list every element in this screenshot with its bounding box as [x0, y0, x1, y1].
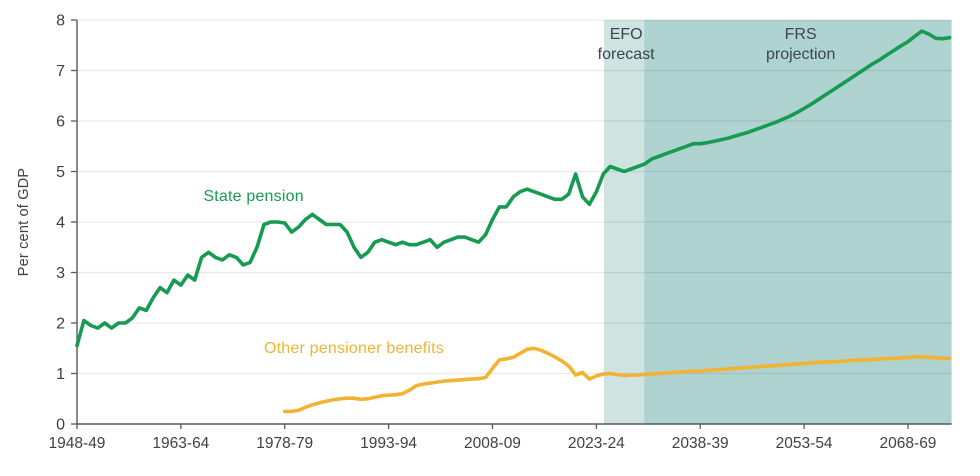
series-label-other-pensioner-benefits: Other pensioner benefits — [263, 339, 445, 357]
y-tick-label: 2 — [56, 316, 65, 333]
x-tick-label: 2068-69 — [880, 435, 937, 452]
series-label-state-pension: State pension — [203, 187, 304, 205]
y-axis-title: Per cent of GDP — [16, 167, 32, 277]
y-tick-label: 7 — [56, 63, 65, 80]
y-tick-label: 3 — [56, 265, 65, 282]
band-label-efo-line2: forecast — [597, 46, 655, 64]
efo-forecast-band — [603, 20, 645, 424]
x-tick-label: 2008-09 — [464, 435, 521, 452]
x-tick-label: 1978-79 — [256, 435, 313, 452]
band-label-efo-forecast: EFO forecast — [598, 25, 655, 65]
y-tick-label: 4 — [56, 215, 65, 232]
band-label-frs-line2: projection — [765, 46, 836, 64]
band-label-efo-line1: EFO — [609, 26, 643, 44]
band-label-frs-line1: FRS — [784, 26, 817, 44]
y-tick-label: 1 — [56, 366, 65, 383]
y-tick-label: 6 — [56, 114, 65, 131]
x-tick-label: 2023-24 — [568, 435, 625, 452]
other-pensioner-benefits-line — [282, 346, 952, 414]
band-label-frs-projection: FRS projection — [766, 25, 835, 65]
x-tick-label: 1948-49 — [49, 435, 106, 452]
x-tick-label: 2038-39 — [672, 435, 729, 452]
state-pension-line — [75, 29, 952, 348]
y-tick-label: 0 — [56, 417, 65, 434]
y-tick-label: 8 — [56, 13, 65, 30]
x-tick-label: 1993-94 — [360, 435, 417, 452]
x-tick-label: 1963-64 — [152, 435, 209, 452]
y-tick-label: 5 — [56, 164, 65, 181]
x-tick-label: 2053-54 — [776, 435, 833, 452]
